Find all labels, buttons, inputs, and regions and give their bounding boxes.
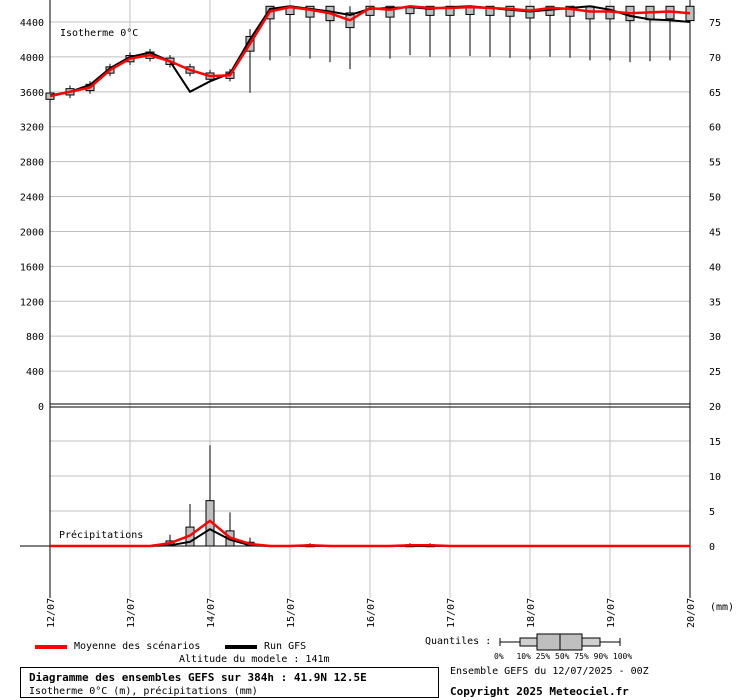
- left-tick-label: 3600: [20, 88, 44, 99]
- run-legend-swatch: [225, 645, 257, 649]
- left-tick-label: 3200: [20, 123, 44, 134]
- right-tick-label: 55: [709, 158, 721, 169]
- right-tick-label: 20: [709, 402, 721, 413]
- left-tick-label: 2000: [20, 227, 44, 238]
- precip-tick-label: 10: [709, 472, 721, 483]
- right-tick-label: 35: [709, 297, 721, 308]
- title-box: Diagramme des ensembles GEFS sur 384h : …: [20, 667, 439, 698]
- precip-tick-label: 0: [709, 542, 715, 553]
- series-lines: [49, 5, 691, 548]
- iso-box: [385, 5, 395, 18]
- iso-box: [505, 5, 515, 17]
- quantile-100: 100%: [612, 652, 633, 661]
- x-tick-label: 19/07: [606, 598, 617, 628]
- left-tick-label: 4000: [20, 53, 44, 64]
- x-tick-label: 15/07: [286, 598, 297, 628]
- isotherm-panel-label: Isotherme 0°C: [60, 28, 138, 39]
- right-tick-label: 50: [709, 193, 721, 204]
- precip-mean-line: [50, 519, 690, 548]
- left-tick-label: 2800: [20, 158, 44, 169]
- x-tick-label: 17/07: [446, 598, 457, 628]
- precip-tick-label: 5: [709, 507, 715, 518]
- precip-unit-label: (mm): [710, 602, 734, 613]
- quantiles-label: Quantiles :: [425, 636, 492, 647]
- iso-box: [425, 5, 435, 16]
- axes: [20, 0, 691, 598]
- x-tick-label: 13/07: [126, 598, 137, 628]
- diagram-title: Diagramme des ensembles GEFS sur 384h : …: [29, 671, 367, 684]
- right-tick-label: 65: [709, 88, 721, 99]
- run-legend-label: Run GFS: [264, 641, 307, 652]
- quantile-ticks: 0% 10% 25% 50% 75% 90% 100%: [494, 652, 632, 661]
- iso-mean-line: [49, 5, 691, 98]
- x-tick-label: 14/07: [206, 598, 217, 628]
- right-tick-label: 40: [709, 262, 721, 273]
- left-tick-label: 0: [38, 402, 44, 413]
- left-tick-label: 400: [26, 367, 44, 378]
- quantile-90: 90%: [593, 652, 609, 661]
- right-tick-label: 70: [709, 53, 721, 64]
- model-altitude: Altitude du modele : 141m: [179, 654, 330, 665]
- precip-panel-label: Précipitations: [59, 529, 143, 541]
- left-tick-label: 800: [26, 332, 44, 343]
- right-tick-label: 30: [709, 332, 721, 343]
- right-tick-label: 75: [709, 18, 721, 29]
- x-tick-label: 20/07: [686, 598, 697, 628]
- quantile-0: 0%: [494, 652, 504, 661]
- diagram-subtitle: Isotherme 0°C (m), précipitations (mm): [29, 686, 258, 697]
- quantile-75: 75%: [574, 652, 589, 661]
- grid: [49, 0, 691, 598]
- copyright: Copyright 2025 Meteociel.fr: [450, 685, 629, 698]
- quantile-25: 25%: [535, 652, 551, 661]
- quantile-10: 10%: [516, 652, 531, 661]
- iso-box: [485, 5, 495, 16]
- ensemble-run-info: Ensemble GEFS du 12/07/2025 - 00Z: [450, 666, 649, 677]
- precip-tick-label: 15: [709, 437, 721, 448]
- x-tick-label: 16/07: [366, 598, 377, 628]
- mean-legend-swatch: [35, 645, 67, 649]
- right-tick-label: 60: [709, 123, 721, 134]
- right-tick-label: 25: [709, 367, 721, 378]
- x-tick-label: 12/07: [46, 598, 57, 628]
- left-tick-label: 1200: [20, 297, 44, 308]
- quantile-legend-icon: [499, 633, 621, 651]
- x-tick-label: 18/07: [526, 598, 537, 628]
- right-tick-label: 45: [709, 227, 721, 238]
- left-tick-label: 1600: [20, 262, 44, 273]
- left-tick-label: 4400: [20, 18, 44, 29]
- quantile-50: 50%: [555, 652, 570, 661]
- left-tick-label: 2400: [20, 193, 44, 204]
- iso-box: [565, 5, 575, 17]
- mean-legend-label: Moyenne des scénarios: [74, 641, 201, 652]
